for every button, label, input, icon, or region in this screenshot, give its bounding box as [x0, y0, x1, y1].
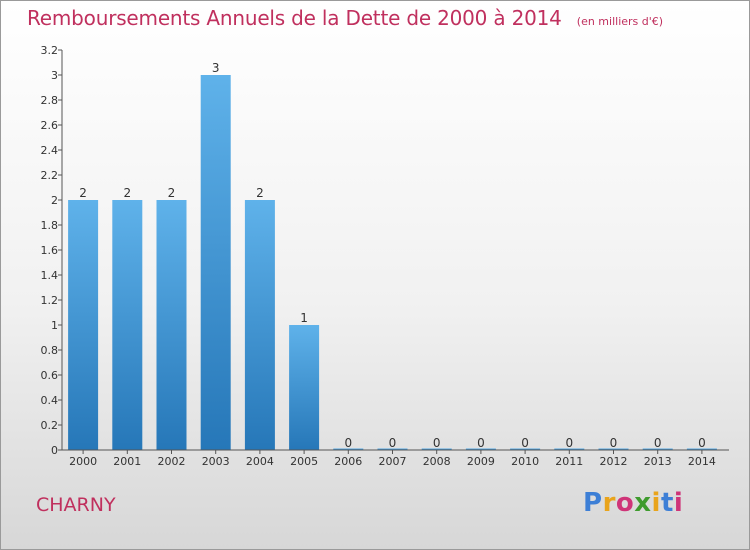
bar: [377, 448, 408, 450]
x-tick-label: 2002: [158, 455, 186, 468]
logo-letter: x: [634, 488, 652, 518]
y-tick-label: 1.4: [41, 269, 59, 282]
bar: [686, 448, 717, 450]
bar: [642, 448, 673, 450]
y-tick-label: 0.6: [41, 369, 59, 382]
logo-letter: i: [651, 488, 661, 518]
logo-letter: t: [660, 488, 674, 518]
x-tick-label: 2011: [555, 455, 583, 468]
data-label: 2: [168, 186, 176, 200]
y-tick-label: 2.6: [41, 119, 59, 132]
bar: [598, 448, 629, 450]
y-tick-label: 0: [51, 444, 58, 457]
y-tick-label: 1.8: [41, 219, 59, 232]
x-tick-label: 2006: [334, 455, 362, 468]
x-tick-label: 2003: [202, 455, 230, 468]
data-label: 0: [389, 436, 397, 450]
y-tick-label: 1.6: [41, 244, 59, 257]
data-label: 0: [654, 436, 662, 450]
axes-group: 0 0.2 0.4 0.6 0.8 1 1.2 1.4 1.6 1.8 2 2.2 2.4 2.6 2.8 3…: [41, 44, 729, 468]
bar: [333, 448, 364, 450]
x-tick-label: 2007: [379, 455, 407, 468]
data-label: 0: [698, 436, 706, 450]
bar: [112, 200, 143, 450]
x-tick-label: 2013: [644, 455, 672, 468]
y-tick-label: 0.4: [41, 394, 59, 407]
bar: [510, 448, 541, 450]
data-label: 3: [212, 61, 220, 75]
logo-letter: o: [615, 488, 635, 518]
x-tick-label: 2009: [467, 455, 495, 468]
bar: [68, 200, 99, 450]
y-tick-label: 0.8: [41, 344, 59, 357]
y-tick-label: 2.8: [41, 94, 59, 107]
logo-letter: i: [673, 488, 684, 518]
data-label: 0: [565, 436, 573, 450]
proxiti-logo: Proxiti: [583, 488, 683, 518]
data-label: 1: [300, 311, 308, 325]
bar: [289, 325, 320, 450]
data-label: 0: [610, 436, 618, 450]
x-tick-label: 2008: [423, 455, 451, 468]
bar: [200, 75, 231, 450]
bar: [244, 200, 275, 450]
x-tick-label: 2012: [600, 455, 628, 468]
y-tick-label: 3.2: [41, 44, 59, 57]
y-tick-label: 3: [51, 69, 58, 82]
y-tick-label: 0.2: [41, 419, 59, 432]
bar: [421, 448, 452, 450]
x-tick-label: 2005: [290, 455, 318, 468]
bars-group: 2 2 2 3 2 1 0 0 0 0 0 0 0 0 0: [68, 61, 717, 450]
y-tick-label: 1: [51, 319, 58, 332]
bar: [554, 448, 585, 450]
data-label: 0: [433, 436, 441, 450]
logo-letter: r: [602, 488, 616, 518]
chart-title-row: Remboursements Annuels de la Dette de 20…: [27, 6, 663, 30]
chart-unit: (en milliers d'€): [576, 15, 664, 28]
y-tick-label: 2: [51, 194, 58, 207]
x-tick-label: 2001: [113, 455, 141, 468]
data-label: 0: [344, 436, 352, 450]
commune-name: CHARNY: [36, 494, 116, 516]
logo-letter: P: [583, 488, 603, 518]
y-tick-label: 1.2: [41, 294, 59, 307]
x-tick-label: 2000: [69, 455, 97, 468]
data-label: 2: [79, 186, 87, 200]
bar: [465, 448, 496, 450]
data-label: 2: [123, 186, 131, 200]
x-tick-label: 2004: [246, 455, 274, 468]
data-label: 0: [477, 436, 485, 450]
y-tick-label: 2.2: [41, 169, 59, 182]
y-tick-label: 2.4: [41, 144, 59, 157]
x-tick-label: 2014: [688, 455, 716, 468]
data-label: 0: [521, 436, 529, 450]
x-tick-label: 2010: [511, 455, 539, 468]
data-label: 2: [256, 186, 264, 200]
chart-title: Remboursements Annuels de la Dette de 20…: [27, 6, 562, 30]
bar: [156, 200, 187, 450]
